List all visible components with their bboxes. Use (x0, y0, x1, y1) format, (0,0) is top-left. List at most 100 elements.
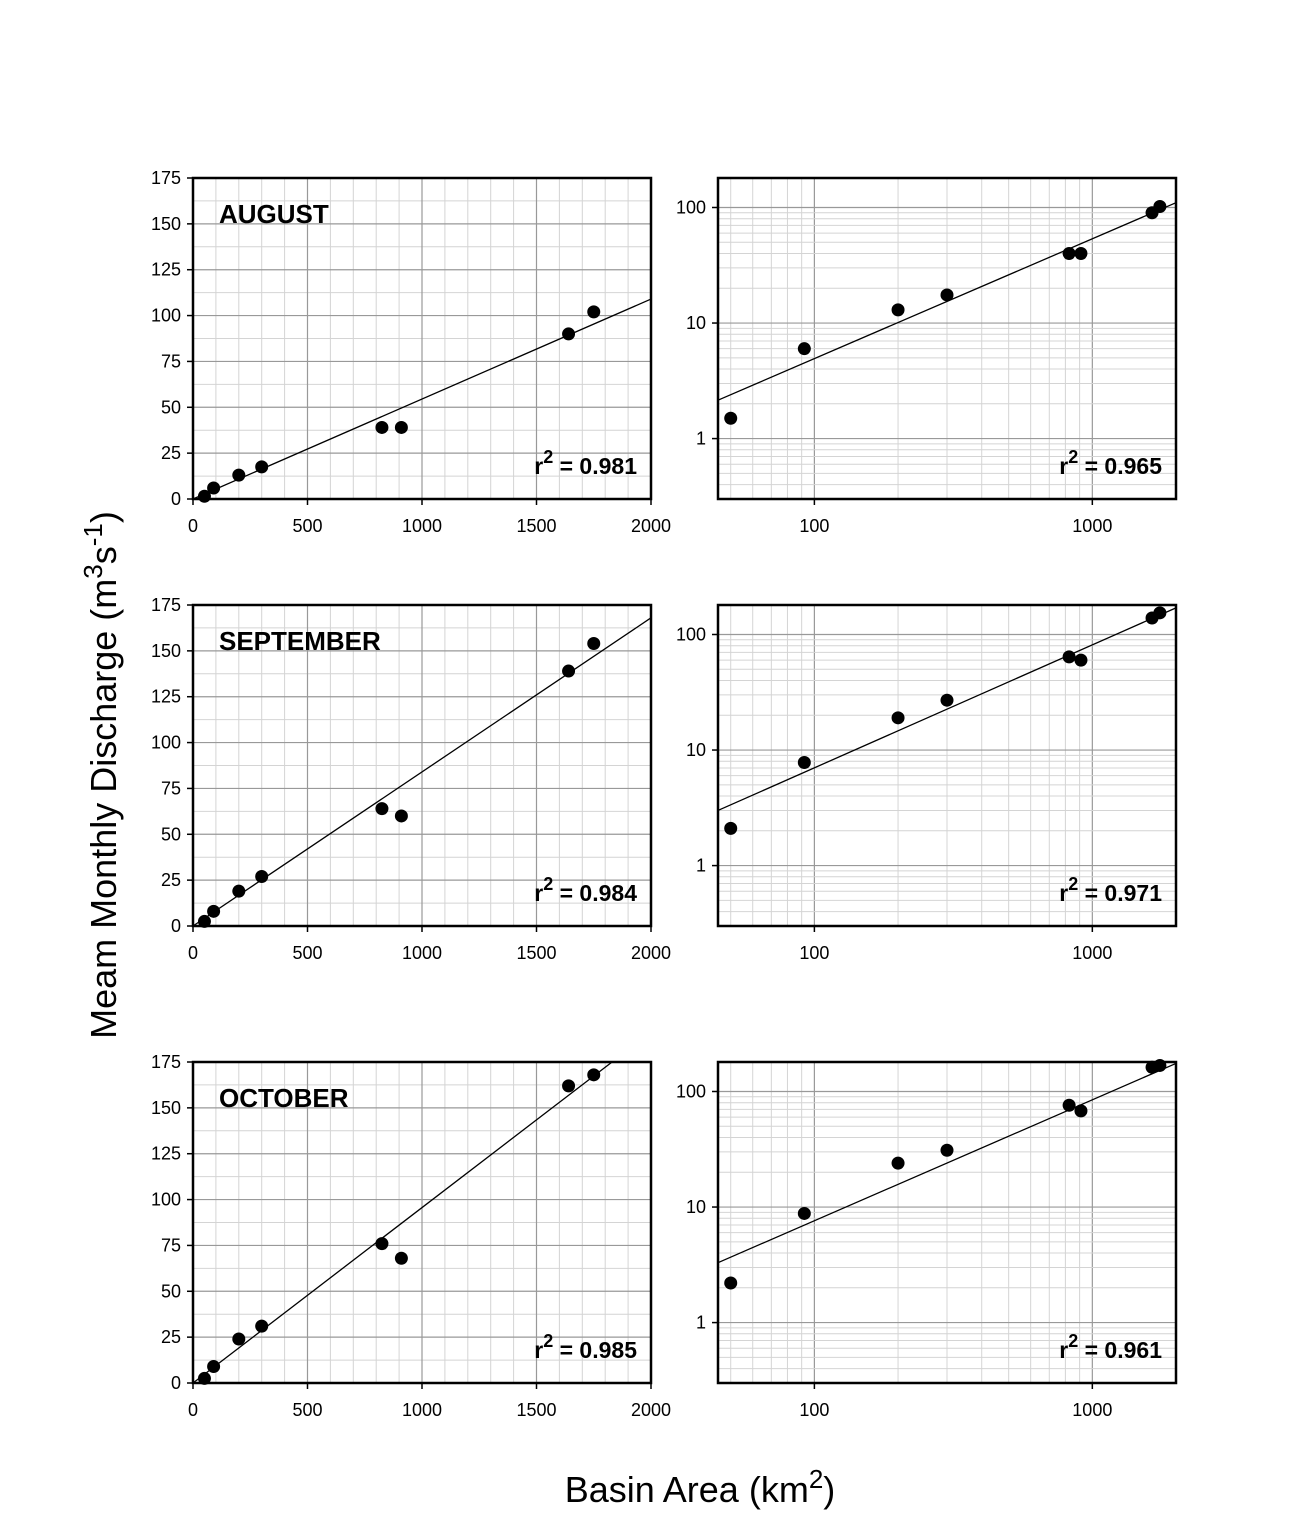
data-point (562, 327, 576, 341)
panel-1: 0 500 1000 1500 2000 0 25 50 75 100 125 150 175 AUGUS… (151, 168, 671, 536)
x-tick-label: 100 (799, 943, 829, 963)
data-point (207, 904, 221, 918)
x-tick-label: 0 (188, 516, 198, 536)
y-tick-label: 100 (676, 624, 706, 644)
data-point (724, 411, 738, 425)
r-squared-exponent: 2 (1068, 874, 1078, 894)
data-point (394, 809, 408, 823)
r-squared-label: r2 = 0.971 (1059, 874, 1162, 906)
y-axis-label-main: Meam Monthly Discharge (m (83, 579, 124, 1039)
tick-labels: 0 500 1000 1500 2000 0 25 50 75 100 125 150 175 (151, 1052, 671, 1420)
y-tick-label: 0 (171, 916, 181, 936)
data-point (197, 914, 211, 928)
y-tick-label: 10 (686, 313, 706, 333)
data-point (232, 884, 246, 898)
x-tick-label: 500 (292, 1400, 322, 1420)
y-tick-label: 175 (151, 595, 181, 615)
panel-2: 100 1000 1 10 100 r2 = 0.965 (676, 176, 1178, 536)
data-point (562, 1079, 576, 1093)
data-point (394, 1251, 408, 1265)
x-tick-label: 0 (188, 1400, 198, 1420)
r-squared-exponent: 2 (543, 447, 553, 467)
panel-title: AUGUST (219, 199, 329, 229)
x-tick-label: 2000 (631, 516, 671, 536)
r-squared-label: r2 = 0.965 (1059, 447, 1162, 479)
r-squared-exponent: 2 (543, 1331, 553, 1351)
data-points (197, 637, 601, 928)
data-point (940, 288, 954, 302)
x-tick-label: 2000 (631, 943, 671, 963)
r-squared-symbol: r (534, 880, 543, 906)
x-axis-label: Basin Area (km2) (565, 1464, 836, 1510)
data-point (724, 1276, 738, 1290)
x-tick-label: 1000 (1072, 943, 1112, 963)
y-tick-label: 0 (171, 489, 181, 509)
panel-title: SEPTEMBER (219, 626, 381, 656)
data-point (232, 1332, 246, 1346)
y-axis-label-mid: s (83, 546, 124, 564)
data-point (1074, 246, 1088, 260)
data-point (587, 637, 601, 651)
x-tick-label: 1500 (516, 943, 556, 963)
y-tick-label: 150 (151, 641, 181, 661)
grid (718, 1062, 1176, 1384)
r-squared-exponent: 2 (1068, 1331, 1078, 1351)
x-tick-label: 1000 (1072, 516, 1112, 536)
tick-labels: 0 500 1000 1500 2000 0 25 50 75 100 125 150 175 (151, 595, 671, 963)
tick-labels: 100 1000 1 10 100 (676, 197, 1112, 536)
plot-frame (716, 176, 1178, 501)
panel-6: 100 1000 1 10 100 r2 = 0.961 (676, 1058, 1178, 1420)
regression-line (717, 607, 1177, 812)
x-tick-label: 1500 (516, 1400, 556, 1420)
data-point (940, 693, 954, 707)
data-point (375, 802, 389, 816)
x-tick-label: 1000 (402, 516, 442, 536)
x-axis-label-main: Basin Area (km (565, 1469, 809, 1510)
y-tick-label: 100 (151, 306, 181, 326)
y-tick-label: 50 (161, 824, 181, 844)
y-tick-label: 175 (151, 168, 181, 188)
r-squared-symbol: r (1059, 880, 1068, 906)
y-tick-label: 0 (171, 1373, 181, 1393)
y-tick-label: 10 (686, 740, 706, 760)
data-point (375, 420, 389, 434)
data-point (207, 481, 221, 495)
grid (193, 1062, 651, 1383)
x-tick-label: 1000 (402, 1400, 442, 1420)
x-axis-label-end: ) (823, 1469, 835, 1510)
y-tick-label: 100 (676, 197, 706, 217)
y-tick-label: 150 (151, 1098, 181, 1118)
y-tick-label: 100 (151, 733, 181, 753)
data-point (197, 1371, 211, 1385)
y-tick-label: 50 (161, 397, 181, 417)
data-point (207, 1359, 221, 1373)
y-axis-label-sup2: -1 (78, 523, 108, 546)
r-squared-value: = 0.961 (1078, 1337, 1162, 1363)
plot-frame (716, 603, 1178, 928)
data-point (1153, 200, 1167, 214)
x-tick-label: 0 (188, 943, 198, 963)
r-squared-value: = 0.984 (553, 880, 637, 906)
data-point (1062, 246, 1076, 260)
data-point (891, 1156, 905, 1170)
y-tick-label: 125 (151, 260, 181, 280)
data-point (255, 460, 269, 474)
x-tick-label: 1000 (402, 943, 442, 963)
panels: 0 500 1000 1500 20000255075100125150175AUGUS… (151, 168, 1178, 1420)
y-tick-label: 1 (696, 1313, 706, 1333)
r-squared-value: = 0.965 (1078, 453, 1162, 479)
y-axis-label-end: ) (83, 511, 124, 523)
panel-4: 100 1000 1 10 100 r2 = 0.971 (676, 603, 1178, 963)
r-squared-symbol: r (534, 453, 543, 479)
data-point (394, 420, 408, 434)
data-points (724, 1058, 1167, 1290)
plot-frame (716, 1060, 1178, 1385)
r-squared-symbol: r (1059, 453, 1068, 479)
data-point (1062, 1098, 1076, 1112)
data-point (1074, 1104, 1088, 1118)
x-tick-label: 500 (292, 516, 322, 536)
panel-3: 0 500 1000 1500 2000 0 25 50 75 100 125 150 175 SEPTE… (151, 595, 671, 963)
y-tick-label: 25 (161, 443, 181, 463)
r-squared-label: r2 = 0.985 (534, 1331, 637, 1363)
